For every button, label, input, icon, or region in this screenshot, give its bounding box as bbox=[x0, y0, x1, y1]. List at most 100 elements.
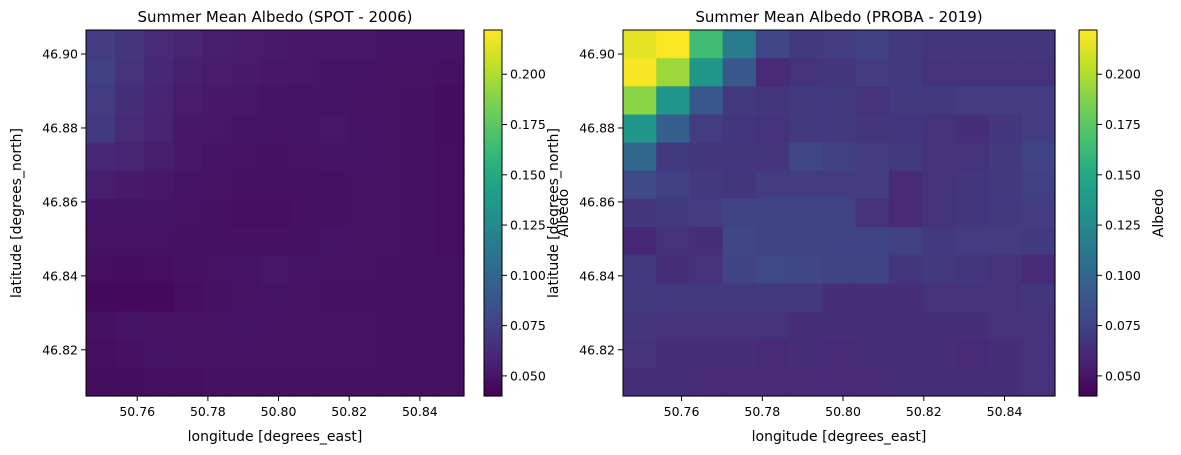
colorbar-segment bbox=[484, 103, 502, 107]
heatmap-cell bbox=[955, 86, 990, 116]
heatmap-cell bbox=[231, 30, 262, 59]
heatmap-cell bbox=[822, 30, 857, 59]
heatmap-cells bbox=[86, 30, 465, 397]
heatmap-cell bbox=[115, 58, 145, 87]
colorbar-segment bbox=[484, 356, 502, 360]
heatmap-cell bbox=[623, 339, 657, 369]
heatmap-cell bbox=[922, 283, 956, 313]
heatmap-cell bbox=[988, 58, 1023, 87]
heatmap-cell bbox=[888, 367, 923, 397]
colorbar-segment bbox=[1079, 72, 1097, 77]
heatmap-cell bbox=[144, 86, 174, 116]
colorbar-segment bbox=[484, 66, 502, 71]
colorbar-segment bbox=[484, 194, 502, 199]
colorbar-tick-label: 0.050 bbox=[1105, 368, 1141, 383]
colorbar-segment bbox=[1079, 386, 1097, 391]
heatmap-cell bbox=[656, 255, 691, 284]
heatmap-cell bbox=[115, 311, 145, 341]
heatmap-cell bbox=[888, 227, 923, 256]
heatmap-cell bbox=[888, 283, 923, 313]
heatmap-cell bbox=[922, 142, 956, 172]
colorbar-segment bbox=[484, 286, 502, 290]
heatmap-cell bbox=[922, 114, 956, 144]
colorbar-segment bbox=[484, 213, 502, 217]
y-tick-label: 46.84 bbox=[42, 268, 78, 283]
colorbar-segment bbox=[1079, 133, 1097, 138]
colorbar-tick-label: 0.150 bbox=[510, 167, 546, 182]
heatmap-cell bbox=[955, 283, 990, 313]
colorbar-segment bbox=[484, 167, 502, 171]
colorbar-segment bbox=[1079, 200, 1097, 205]
y-tick-label: 46.90 bbox=[42, 47, 78, 62]
heatmap-cell bbox=[689, 170, 724, 200]
heatmap-cell bbox=[755, 311, 790, 341]
colorbar-segment bbox=[484, 386, 502, 391]
colorbar-segment bbox=[484, 368, 502, 373]
colorbar-segment bbox=[484, 139, 502, 144]
heatmap-cell bbox=[318, 227, 349, 256]
heatmap-cell bbox=[434, 30, 465, 59]
heatmap-cell bbox=[789, 339, 823, 369]
heatmap-cell bbox=[623, 227, 657, 256]
colorbar-segment bbox=[1079, 307, 1097, 312]
colorbar-label: Albedo bbox=[1151, 189, 1167, 237]
colorbar-segment bbox=[1079, 225, 1097, 229]
heatmap-cell bbox=[722, 58, 757, 87]
heatmap-cell bbox=[289, 255, 320, 284]
heatmap-cell bbox=[689, 255, 724, 284]
heatmap-cell bbox=[656, 114, 691, 144]
colorbar-segment bbox=[1079, 368, 1097, 373]
heatmap-cell bbox=[376, 367, 407, 397]
heatmap-cell bbox=[289, 86, 320, 116]
colorbar-tick-label: 0.175 bbox=[1105, 117, 1141, 132]
colorbar-segment bbox=[1079, 103, 1097, 107]
heatmap-cell bbox=[376, 86, 407, 116]
y-tick-label: 46.90 bbox=[579, 47, 615, 62]
heatmap-cell bbox=[789, 311, 823, 341]
x-tick-label: 50.76 bbox=[119, 404, 155, 419]
heatmap-cell bbox=[173, 367, 203, 397]
colorbar-segment bbox=[1079, 374, 1097, 379]
heatmap-cell bbox=[347, 198, 378, 228]
colorbar-segment bbox=[1079, 45, 1097, 49]
heatmap-cell bbox=[347, 114, 378, 144]
colorbar-segment bbox=[484, 78, 502, 83]
heatmap-cell bbox=[689, 283, 724, 313]
colorbar-segment bbox=[484, 81, 502, 86]
heatmap-cell bbox=[689, 227, 724, 256]
colorbar-segment bbox=[484, 280, 502, 284]
colorbar-segment bbox=[484, 87, 502, 92]
heatmap-cell bbox=[347, 339, 378, 369]
colorbar-tick-label: 0.125 bbox=[1105, 218, 1141, 233]
heatmap-cell bbox=[789, 198, 823, 228]
heatmap-cell bbox=[318, 86, 349, 116]
chart-0: 50.76 50.78 50.80 50.82 50.84 46.82 46.84 46.86… bbox=[9, 8, 572, 445]
heatmap-cell bbox=[318, 339, 349, 369]
colorbar-segment bbox=[484, 124, 502, 129]
heatmap-cell bbox=[689, 58, 724, 87]
colorbar-segment bbox=[484, 118, 502, 123]
colorbar-segment bbox=[1079, 57, 1097, 62]
heatmap-cell bbox=[689, 86, 724, 116]
heatmap-cell bbox=[376, 311, 407, 341]
heatmap-cell bbox=[922, 58, 956, 87]
heatmap-cell bbox=[289, 30, 320, 59]
heatmap-cell bbox=[115, 255, 145, 284]
heatmap-cell bbox=[86, 227, 116, 256]
heatmap-cell bbox=[289, 198, 320, 228]
colorbar-segment bbox=[1079, 152, 1097, 156]
colorbar-segment bbox=[484, 51, 502, 55]
colorbar-segment bbox=[1079, 313, 1097, 318]
heatmap-cell bbox=[405, 142, 436, 172]
colorbar-segment bbox=[1079, 63, 1097, 68]
heatmap-cell bbox=[173, 311, 203, 341]
heatmap-cell bbox=[231, 339, 262, 369]
heatmap-cell bbox=[260, 58, 291, 87]
heatmap-cell bbox=[955, 198, 990, 228]
heatmap-cell bbox=[318, 255, 349, 284]
heatmap-cell bbox=[888, 170, 923, 200]
colorbar-segment bbox=[484, 164, 502, 168]
heatmap-cell bbox=[376, 283, 407, 313]
x-axis-label: longitude [degrees_east] bbox=[752, 429, 927, 445]
